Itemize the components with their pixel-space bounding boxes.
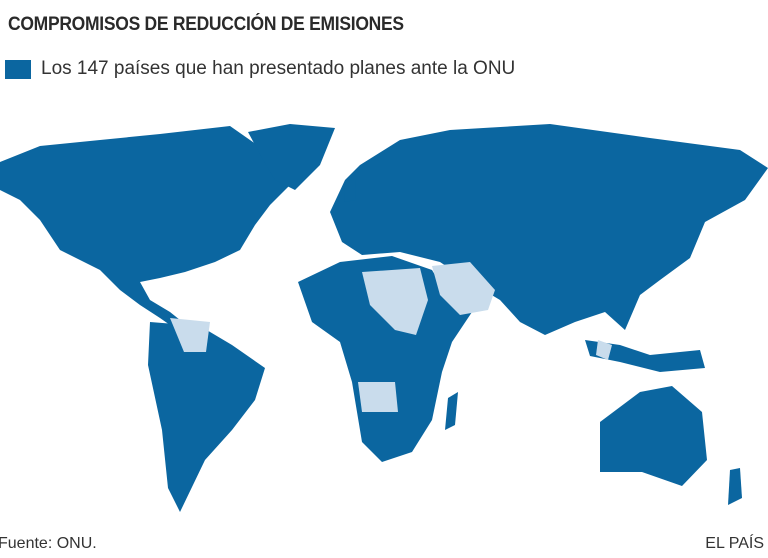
source-note: Fuente: ONU.	[0, 535, 97, 552]
non-submitting-se-asia	[596, 340, 612, 360]
australia	[600, 386, 707, 486]
south-america	[148, 322, 265, 512]
north-america	[0, 126, 300, 335]
new-zealand	[728, 468, 742, 505]
legend: Los 147 países que han presentado planes…	[5, 58, 515, 80]
non-submitting-venezuela	[170, 318, 210, 352]
credit: EL PAÍS	[705, 535, 764, 552]
non-submitting-arabia	[432, 262, 495, 315]
greenland	[248, 124, 335, 190]
madagascar	[445, 392, 458, 430]
non-submitting-angola	[358, 382, 398, 412]
africa	[298, 256, 472, 462]
map-title: COMPROMISOS DE REDUCCIÓN DE EMISIONES	[8, 14, 404, 35]
indonesia	[585, 340, 705, 372]
legend-label: Los 147 países que han presentado planes…	[41, 58, 516, 79]
eurasia	[330, 124, 768, 335]
non-submitting-north-africa	[362, 268, 428, 335]
uk	[344, 180, 356, 202]
legend-swatch	[5, 59, 31, 79]
